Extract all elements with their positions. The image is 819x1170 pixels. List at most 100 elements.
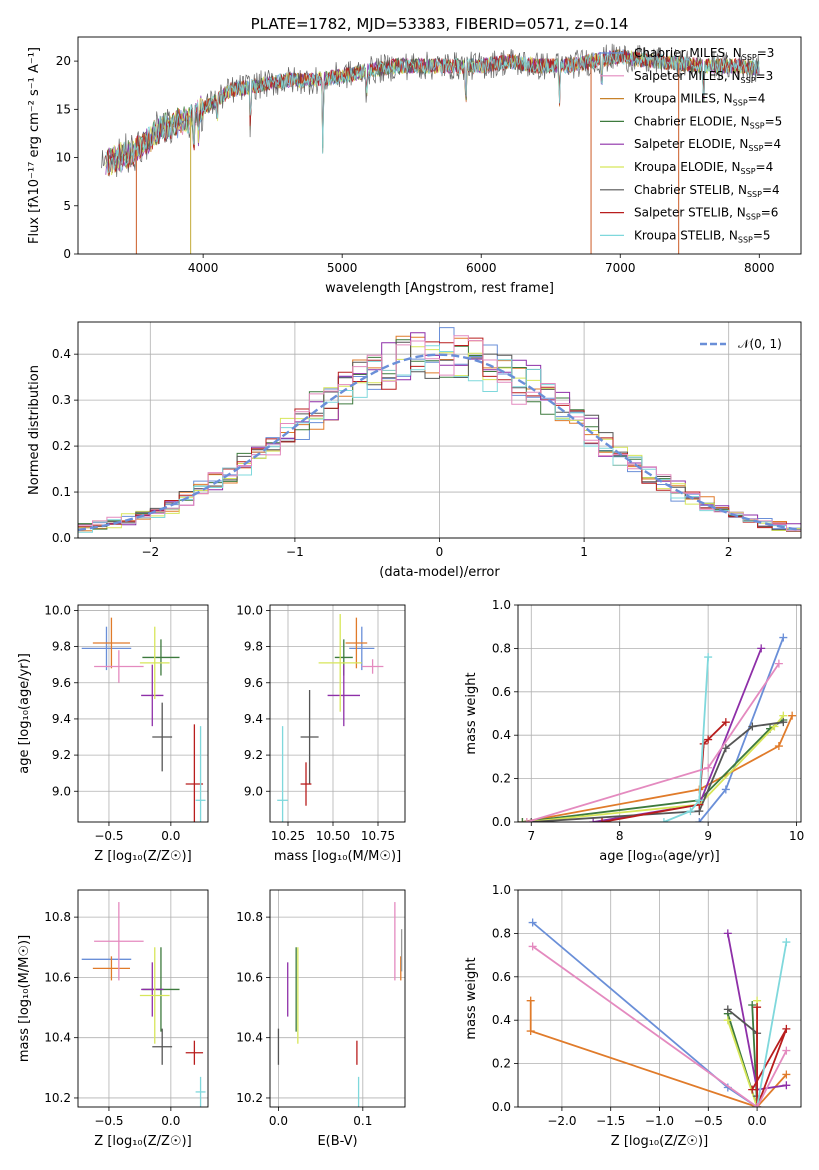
gaussian-curve <box>78 353 801 532</box>
weight-marker <box>723 929 732 938</box>
weight-marker <box>598 818 607 822</box>
weight-marker <box>723 1005 732 1014</box>
x-tick-label: 10.75 <box>361 829 395 843</box>
axes-frame <box>77 889 209 1108</box>
y-tick-label: 0.0 <box>492 1100 511 1114</box>
errorbar-point <box>349 626 375 671</box>
errorbar-point <box>142 639 180 676</box>
weight-marker <box>757 644 766 653</box>
y-tick-label: 0.8 <box>492 641 511 655</box>
x-tick-label: 9 <box>704 829 712 843</box>
errorbar-point <box>92 617 130 669</box>
axes-frame <box>77 321 802 539</box>
axes-2: −0.5 0.0 9.0 9.2 9.4 9.6 9.8 10.0 Z [log₁₀(Z/Z☉)… <box>17 603 209 864</box>
y-tick-label: 0.0 <box>492 815 511 829</box>
x-tick-label: 8 <box>616 829 624 843</box>
x-tick-label: −1.5 <box>596 1114 625 1128</box>
weight-series <box>726 1004 758 1107</box>
errorbar-point <box>300 689 319 785</box>
y-tick-label: 9.2 <box>244 748 263 762</box>
errorbar-point <box>81 626 132 671</box>
weight-marker <box>748 722 757 731</box>
axes-6: 0.0 0.1 10.2 10.4 10.6 10.8 E(B-V) <box>236 889 406 1149</box>
x-tick-label: −0.5 <box>694 1114 723 1128</box>
x-tick-label: 2 <box>725 545 733 559</box>
x-tick-label: 0 <box>436 545 444 559</box>
y-tick-label: 0.1 <box>52 485 71 499</box>
y-tick-label: 0.4 <box>492 728 511 742</box>
weight-marker <box>528 918 537 927</box>
y-tick-label: 10.0 <box>236 603 263 617</box>
y-axis-label: mass weight <box>464 957 479 1039</box>
errorbar-point <box>94 650 144 683</box>
y-tick-label: 0.3 <box>52 393 71 407</box>
y-tick-label: 0.6 <box>492 970 511 984</box>
weight-lines <box>526 918 791 1107</box>
errorbar-point <box>327 664 360 727</box>
weight-marker <box>526 996 535 1005</box>
errorbar-point <box>94 902 144 981</box>
weight-marker <box>704 763 713 772</box>
errorbar-point <box>92 956 130 981</box>
x-tick-label: −2.0 <box>547 1114 576 1128</box>
y-axis-label: mass weight <box>464 672 479 754</box>
x-tick-label: 0.0 <box>748 1114 767 1128</box>
x-axis-label: wavelength [Angstrom, rest frame] <box>325 281 554 296</box>
errorbar-point <box>141 962 164 1017</box>
y-tick-label: 9.8 <box>244 640 263 654</box>
weight-marker <box>527 818 536 822</box>
legend-label: Chabrier ELODIE, NSSP=5 <box>634 114 782 130</box>
axes-frame <box>77 604 209 823</box>
y-tick-label: 9.8 <box>52 640 71 654</box>
x-axis-label: mass [log₁₀(M/M☉)] <box>274 849 401 864</box>
weight-marker <box>704 653 713 662</box>
weight-marker <box>774 659 783 668</box>
weight-series <box>522 715 794 822</box>
weight-series <box>526 715 784 822</box>
weight-marker <box>518 818 527 822</box>
errorbars <box>277 902 403 1107</box>
x-axis-label: Z [log₁₀(Z/Z☉)] <box>611 1134 708 1149</box>
x-tick-label: 4000 <box>188 261 219 275</box>
x-tick-label: 10.25 <box>271 829 305 843</box>
errorbar-point <box>152 702 173 772</box>
errorbars <box>81 617 206 822</box>
weight-marker <box>779 633 788 642</box>
weight-marker <box>695 796 704 805</box>
legend-label: Kroupa MILES, NSSP=4 <box>634 92 765 108</box>
weight-marker <box>782 1070 791 1079</box>
y-tick-label: 9.6 <box>244 676 263 690</box>
y-tick-label: 9.0 <box>52 784 71 798</box>
weight-marker <box>526 1027 535 1036</box>
legend-label: Salpeter STELIB, NSSP=6 <box>634 206 778 222</box>
x-axis-label: (data-model)/error <box>379 565 500 580</box>
legend: Chabrier MILES, NSSP=3 Salpeter MILES, NS… <box>600 46 782 244</box>
legend-label: Kroupa ELODIE, NSSP=4 <box>634 160 773 176</box>
x-tick-label: 1 <box>580 545 588 559</box>
y-axis-label: Normed distribution <box>27 365 42 495</box>
x-tick-label: 0.0 <box>161 829 180 843</box>
axes-3: 10.25 10.50 10.75 9.0 9.2 9.4 9.6 9.8 10.0 mass [… <box>236 603 406 864</box>
weight-marker <box>779 718 788 727</box>
axes-7: −2.0 −1.5 −1.0 −0.5 0.0 0.0 0.2 0.4 0.6 0.8 1.0 Z [… <box>464 883 802 1149</box>
weight-marker <box>695 818 704 822</box>
y-axis-label: mass [log₁₀(M/M☉)] <box>17 935 32 1062</box>
y-tick-label: 0.8 <box>492 926 511 940</box>
errorbar-point <box>345 617 368 669</box>
weight-marker <box>782 1024 791 1033</box>
y-tick-label: 1.0 <box>492 883 511 897</box>
axes-frame <box>517 604 802 823</box>
weight-marker <box>659 818 668 822</box>
y-tick-label: 10.2 <box>236 1091 263 1105</box>
y-tick-label: 9.4 <box>52 712 71 726</box>
weight-marker <box>686 807 695 816</box>
weight-marker <box>782 938 791 947</box>
errorbar-point <box>139 947 170 1044</box>
errorbar-point <box>361 659 384 674</box>
axes-frame <box>269 604 406 823</box>
y-tick-label: 10.6 <box>44 970 71 984</box>
errorbar-point <box>300 762 312 806</box>
y-tick-label: 10.4 <box>236 1031 263 1045</box>
weight-marker <box>753 1103 762 1107</box>
x-tick-label: −2 <box>141 545 159 559</box>
